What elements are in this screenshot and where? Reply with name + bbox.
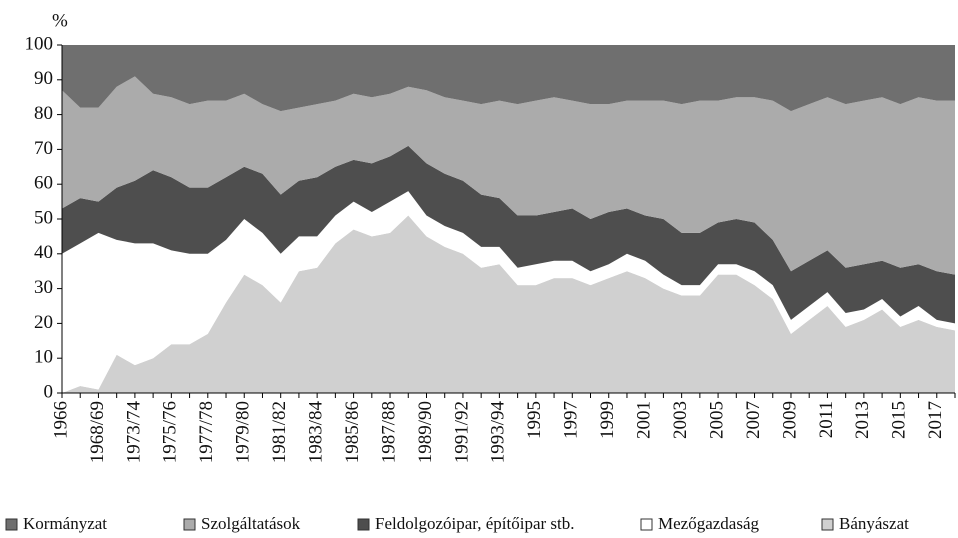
y-tick-label: 60 [34,173,53,194]
y-tick-label: 100 [25,33,54,54]
x-tick-label: 1987/88 [378,401,399,463]
legend-swatch [357,518,370,531]
x-tick-label: 1968/69 [87,401,108,463]
y-tick-label: 20 [34,312,53,333]
y-tick-label: 70 [34,138,53,159]
legend-swatch [640,518,653,531]
x-tick-label: 2007 [743,401,764,439]
x-tick-label: 1997 [561,401,582,439]
area [62,191,955,393]
x-tick-label: 2009 [779,401,800,439]
legend-label: Szolgáltatások [201,514,301,533]
legend-swatch [5,518,18,531]
area [62,215,955,393]
x-tick-label: 2001 [634,401,655,439]
x-tick-label: 2005 [706,401,727,439]
x-tick-label: 1966 [50,401,71,439]
x-tick-label: 1975/76 [160,401,181,463]
legend-swatch [183,518,196,531]
y-tick-label: 50 [34,207,53,228]
x-tick-label: 2013 [852,401,873,439]
x-tick-label: 1989/90 [415,401,436,463]
x-tick-label: 2015 [889,401,910,439]
area [62,145,955,324]
legend-label: Mezőgazdaság [658,514,760,533]
y-tick-label: 30 [34,277,53,298]
x-tick-label: 2017 [925,401,946,439]
y-axis-label: % [52,10,68,31]
x-tick-label: 1993/94 [488,401,509,464]
x-tick-label: 2003 [670,401,691,439]
y-tick-label: 10 [34,347,53,368]
y-tick-label: 80 [34,103,53,124]
x-tick-label: 1995 [524,401,545,439]
area [62,45,955,112]
x-tick-label: 2011 [816,401,837,438]
x-tick-label: 1973/74 [123,401,144,464]
x-tick-label: 1983/84 [306,401,327,464]
x-tick-label: 1999 [597,401,618,439]
y-tick-label: 90 [34,68,53,89]
legend-swatch [821,518,834,531]
x-tick-label: 1977/78 [196,401,217,463]
legend-label: Kormányzat [23,514,107,533]
x-tick-label: 1991/92 [451,401,472,463]
x-tick-label: 1981/82 [269,401,290,463]
area [62,76,955,275]
x-tick-label: 1985/86 [342,401,363,463]
y-tick-label: 0 [44,381,54,402]
legend-label: Bányászat [839,514,909,533]
y-tick-label: 40 [34,242,53,263]
legend-label: Feldolgozóipar, építőipar stb. [375,514,575,533]
x-tick-label: 1979/80 [233,401,254,463]
